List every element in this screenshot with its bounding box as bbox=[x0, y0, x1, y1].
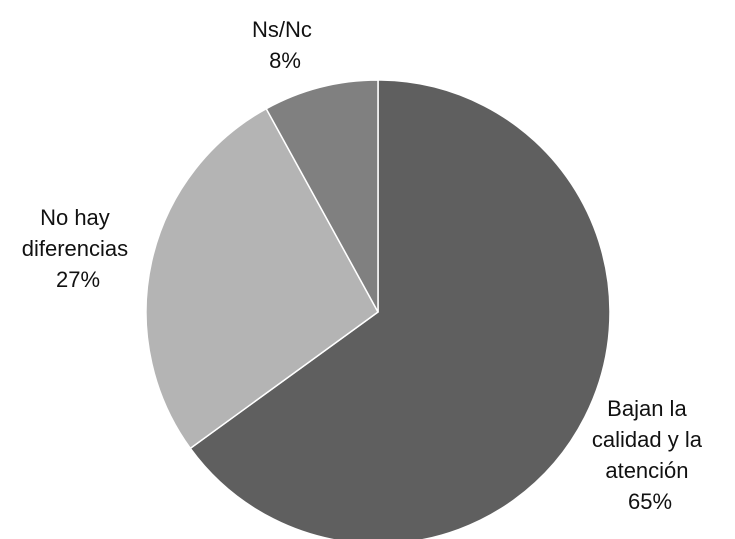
slice-label-line: calidad y la bbox=[592, 427, 703, 452]
pie-slices bbox=[145, 79, 611, 539]
slice-label-line: diferencias bbox=[22, 236, 128, 261]
slice-percent-label: 8% bbox=[269, 48, 301, 73]
slice-no-hay-diferencias bbox=[145, 107, 379, 450]
slice-label-line: Ns/Nc bbox=[252, 17, 312, 42]
slice-percent-label: 27% bbox=[56, 267, 100, 292]
slice-label-no-hay-diferencias: No hay diferencias 27% bbox=[22, 205, 135, 292]
slice-bajan-la-calidad bbox=[189, 79, 611, 539]
slice-percent-label: 65% bbox=[628, 489, 672, 514]
slice-ns-nc bbox=[265, 79, 379, 313]
slice-label-bajan-la-calidad: Bajan la calidad y la atención 65% bbox=[592, 396, 708, 514]
slice-label-line: Bajan la bbox=[607, 396, 687, 421]
slice-label-line: atención bbox=[605, 458, 688, 483]
slice-label-line: No hay bbox=[40, 205, 110, 230]
slice-label-ns-nc: Ns/Nc 8% bbox=[252, 17, 318, 73]
